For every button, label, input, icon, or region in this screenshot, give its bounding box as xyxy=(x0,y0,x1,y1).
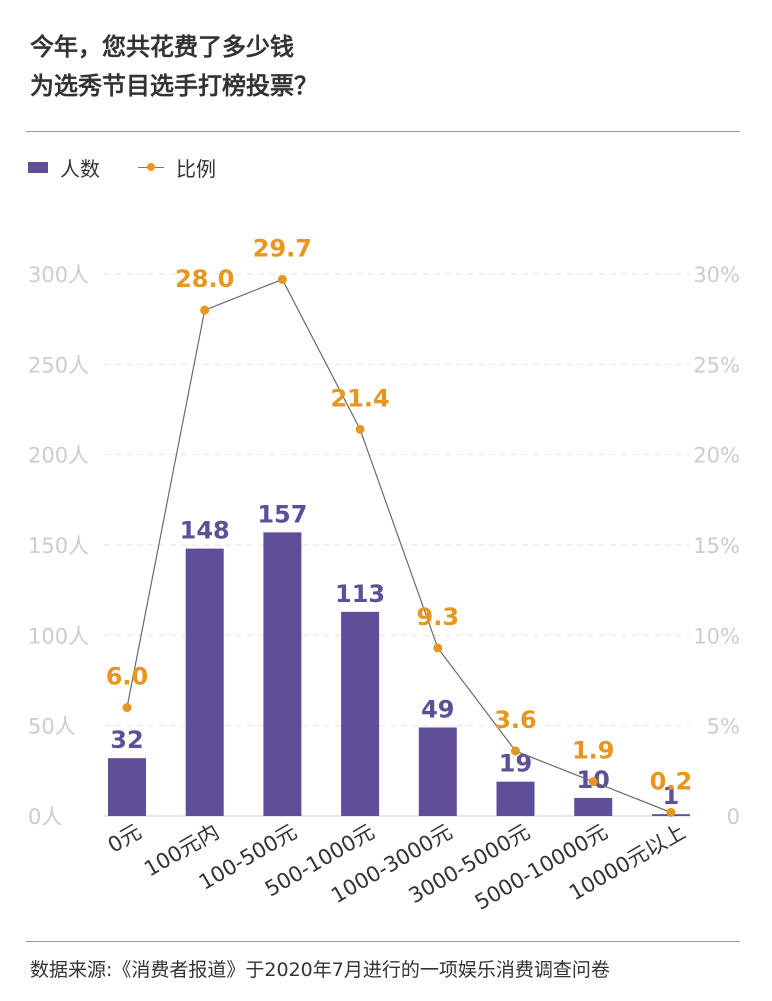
bar xyxy=(108,758,146,816)
y-left-tick-label: 200人 xyxy=(28,444,89,468)
legend-item-ratio: 比例 xyxy=(138,153,216,182)
y-right-tick-label: 15% xyxy=(693,534,740,558)
ratio-marker xyxy=(122,703,132,713)
y-right-tick-label: 0 xyxy=(727,805,740,829)
y-left-tick-label: 100人 xyxy=(28,624,89,648)
chart-title-line-2: 为选秀节目选手打榜投票？ xyxy=(30,72,318,100)
legend: 人数 比例 xyxy=(28,152,216,182)
chart-title: 今年，您共花费了多少钱 为选秀节目选手打榜投票？ xyxy=(30,28,318,106)
combo-chart: 0人 50人 100人 150人 200人 250人 300人 0 5% 10% 15% 20% 25%… xyxy=(28,234,740,915)
y-right-tick-label: 10% xyxy=(693,624,740,648)
ratio-value-label: 3.6 xyxy=(494,706,537,734)
ratio-value-label: 28.0 xyxy=(175,265,234,293)
bar-value-label: 157 xyxy=(257,500,307,528)
ratio-value-label: 1.9 xyxy=(572,737,615,765)
bar xyxy=(185,548,224,816)
bar xyxy=(263,532,302,816)
ratio-line xyxy=(126,278,672,813)
ratio-marker xyxy=(200,305,210,315)
y-left-tick-label: 300人 xyxy=(28,263,89,287)
legend-bar-swatch xyxy=(28,161,48,173)
y-left-tick-label: 0人 xyxy=(28,805,62,829)
ratio-marker xyxy=(355,424,365,434)
ratio-marker xyxy=(666,807,676,817)
y-right-tick-label: 25% xyxy=(693,353,740,377)
bar xyxy=(574,797,613,816)
legend-item-count: 人数 xyxy=(28,153,100,182)
legend-line-swatch xyxy=(138,161,164,173)
legend-count-label: 人数 xyxy=(60,156,100,181)
source-note: 数据来源:《消费者报道》于2020年7月进行的一项娱乐消费调查问卷 xyxy=(30,959,610,981)
bar xyxy=(418,727,457,816)
y-left-tick-label: 50人 xyxy=(28,715,76,739)
x-tick-label: 0元 xyxy=(104,820,146,858)
x-tick-label: 5000-10000元 xyxy=(471,820,612,915)
bar-value-label: 49 xyxy=(421,695,454,723)
ratio-value-label: 0.2 xyxy=(650,767,693,795)
ratio-value-label: 6.0 xyxy=(106,663,149,691)
bar xyxy=(341,611,380,816)
legend-ratio-label: 比例 xyxy=(176,156,216,181)
ratio-marker xyxy=(588,777,598,787)
bar-value-label: 148 xyxy=(180,517,230,545)
top-divider xyxy=(26,131,740,132)
ratio-marker xyxy=(433,643,443,653)
y-right-tick-label: 20% xyxy=(693,444,740,468)
bottom-divider xyxy=(26,941,740,942)
ratio-value-label: 29.7 xyxy=(253,234,312,262)
chart-title-line-1: 今年，您共花费了多少钱 xyxy=(30,33,294,61)
bar-value-label: 1 xyxy=(663,782,680,810)
bar-value-label: 32 xyxy=(110,726,143,754)
ratio-value-label: 21.4 xyxy=(330,384,389,412)
y-left-tick-label: 150人 xyxy=(28,534,89,558)
bar xyxy=(496,781,535,816)
y-right-tick-label: 30% xyxy=(693,263,740,287)
y-right-tick-label: 5% xyxy=(707,715,740,739)
ratio-marker xyxy=(277,274,287,284)
ratio-marker xyxy=(511,746,520,756)
bar-value-label: 113 xyxy=(335,580,385,608)
y-left-tick-label: 250人 xyxy=(28,353,89,377)
ratio-value-label: 9.3 xyxy=(417,603,460,631)
